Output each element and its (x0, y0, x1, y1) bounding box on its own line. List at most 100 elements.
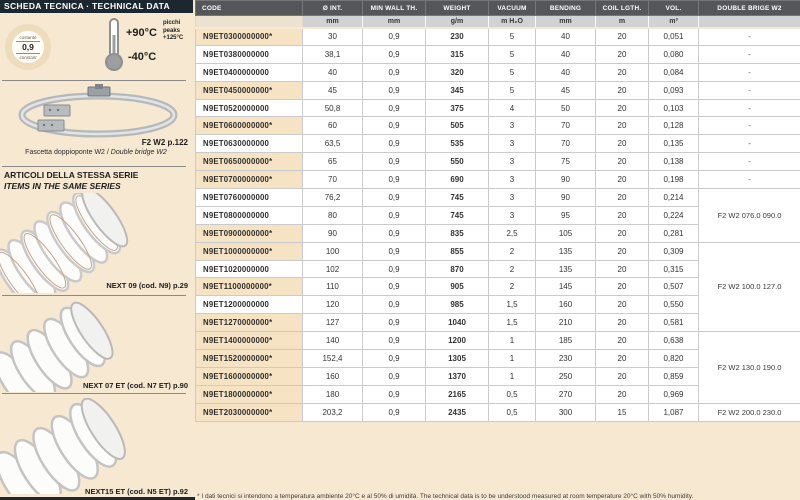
peaks-label-it: picchi (163, 20, 181, 26)
double-bridge-cell: - (698, 152, 800, 172)
value-cell: 1 (488, 331, 536, 351)
column-unit: mm (535, 15, 596, 29)
value-cell: 1,5 (488, 295, 536, 315)
value-cell: 270 (535, 384, 596, 404)
value-cell: 535 (425, 134, 489, 154)
code-cell: N9ET0900000000* (195, 223, 303, 243)
code-cell: N9ET0450000000* (195, 80, 303, 100)
value-cell: 1 (488, 366, 536, 386)
value-cell: 505 (425, 116, 489, 136)
column-unit: mm (362, 15, 426, 29)
table-row: N9ET1400000000* 140 0,9 1200 1 185 20 0,638 F2 W… (195, 331, 800, 404)
value-cell: 0,224 (648, 205, 699, 225)
value-cell: 0,281 (648, 223, 699, 243)
value-cell: 0,9 (362, 223, 426, 243)
value-cell: 0,581 (648, 313, 699, 333)
value-cell: 2165 (425, 384, 489, 404)
value-cell: 4 (488, 98, 536, 118)
double-bridge-cell: F2 W2 200.0 230.0 (698, 402, 800, 422)
value-cell: 230 (425, 27, 489, 46)
value-cell: 20 (595, 241, 649, 261)
value-cell: 0,9 (362, 366, 426, 386)
value-cell: 315 (425, 44, 489, 64)
table-row: N9ET1020000000 102 0,9 870 2 135 20 0,315 (195, 259, 800, 279)
column-unit: g/m (425, 15, 489, 29)
double-bridge-cell: - (698, 27, 800, 46)
table-row: N9ET0520000000 50,8 0,9 375 4 50 20 0,103- (195, 98, 800, 118)
value-cell: 120 (302, 295, 363, 315)
table-row: N9ET0630000000 63,5 0,9 535 3 70 20 0,135- (195, 134, 800, 154)
table-row: N9ET2030000000* 203,2 0,9 2435 0,5 300 15 1,087… (195, 402, 800, 422)
code-cell: N9ET1800000000* (195, 384, 303, 404)
value-cell: 0,9 (362, 116, 426, 136)
value-cell: 1 (488, 349, 536, 368)
code-cell: N9ET0760000000 (195, 188, 303, 207)
value-cell: 45 (535, 80, 596, 100)
code-cell: N9ET1200000000 (195, 295, 303, 315)
value-cell: 0,198 (648, 170, 699, 190)
column-unit (698, 15, 800, 29)
value-cell: 90 (302, 223, 363, 243)
value-cell: 1,5 (488, 313, 536, 333)
code-cell: N9ET1520000000* (195, 349, 303, 368)
value-cell: 0,9 (362, 44, 426, 64)
value-cell: 0,9 (362, 241, 426, 261)
code-cell: N9ET0380000000 (195, 44, 303, 64)
technical-data-table-wrap: CODE Ø INT. MIN WALL TH. WEIGHT VACUUM BENDIN… (195, 0, 800, 422)
double-bridge-cell: - (698, 44, 800, 64)
table-row: N9ET1200000000 120 0,9 985 1,5 160 20 0,550 (195, 295, 800, 315)
value-cell: 835 (425, 223, 489, 243)
table-row: N9ET0300000000* 30 0,9 230 5 40 20 0,051- (195, 27, 800, 46)
value-cell: 20 (595, 384, 649, 404)
table-head: CODE Ø INT. MIN WALL TH. WEIGHT VACUUM BENDIN… (195, 0, 800, 29)
value-cell: 20 (595, 223, 649, 243)
value-cell: 345 (425, 80, 489, 100)
same-series-item-next09: NEXT 09 (cod. N9) p.29 (106, 281, 188, 290)
value-cell: 127 (302, 313, 363, 333)
value-cell: 0,9 (362, 80, 426, 100)
temperature-min: -40°C (128, 51, 157, 63)
value-cell: 20 (595, 152, 649, 172)
value-cell: 145 (535, 277, 596, 297)
value-cell: 20 (595, 313, 649, 333)
value-cell: 0,093 (648, 80, 699, 100)
value-cell: 38,1 (302, 44, 363, 64)
value-cell: 40 (535, 27, 596, 46)
table-row: N9ET1100000000* 110 0,9 905 2 145 20 0,507 (195, 277, 800, 297)
table-row: N9ET1520000000* 152,4 0,9 1305 1 230 20 0,820 (195, 349, 800, 368)
value-cell: 3 (488, 188, 536, 207)
clamp-caption-en: Double bridge W2 (110, 149, 167, 156)
table-row: N9ET1000000000* 100 0,9 855 2 135 20 0,309 F2 W2… (195, 241, 800, 333)
table-body: N9ET0300000000* 30 0,9 230 5 40 20 0,051- N9ET03… (195, 27, 800, 422)
value-cell: 152,4 (302, 349, 363, 368)
value-cell: 203,2 (302, 402, 363, 422)
double-bridge-cell: - (698, 170, 800, 190)
peaks-value: +125°C (163, 35, 184, 41)
value-cell: 250 (535, 366, 596, 386)
divider (2, 166, 186, 167)
constant-temperature-badge: costante 0,9 constant (5, 24, 51, 70)
value-cell: 0,135 (648, 134, 699, 154)
value-cell: 76,2 (302, 188, 363, 207)
value-cell: 0,9 (362, 134, 426, 154)
value-cell: 375 (425, 98, 489, 118)
value-cell: 5 (488, 80, 536, 100)
value-cell: 3 (488, 116, 536, 136)
value-cell: 3 (488, 134, 536, 154)
divider (2, 393, 186, 394)
table-row: N9ET0450000000* 45 0,9 345 5 45 20 0,093- (195, 80, 800, 100)
code-cell: N9ET0630000000 (195, 134, 303, 154)
value-cell: 60 (302, 116, 363, 136)
value-cell: 0,638 (648, 331, 699, 351)
value-cell: 0,550 (648, 295, 699, 315)
sidebar-header-title: SCHEDA TECNICA · TECHNICAL DATA (0, 0, 193, 13)
value-cell: 20 (595, 277, 649, 297)
table-row: N9ET0650000000* 65 0,9 550 3 75 20 0,138- (195, 152, 800, 172)
value-cell: 2435 (425, 402, 489, 422)
code-cell: N9ET0520000000 (195, 98, 303, 118)
clamp-caption-it: Fascetta doppioponte W2 / (25, 149, 111, 156)
value-cell: 105 (535, 223, 596, 243)
value-cell: 95 (535, 205, 596, 225)
column-header: Ø INT. (302, 0, 363, 16)
